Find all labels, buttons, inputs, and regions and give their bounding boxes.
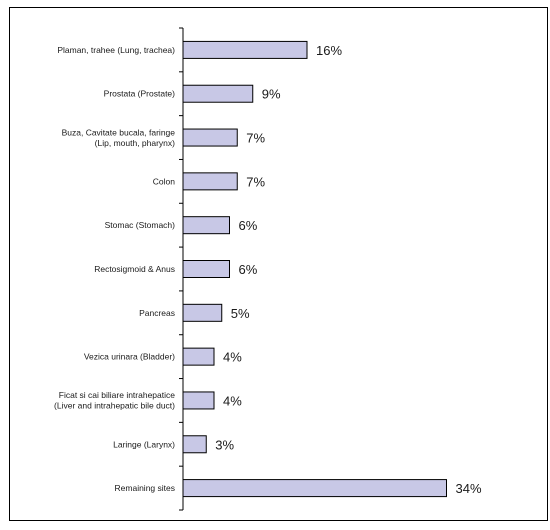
category-label: Rectosigmoid & Anus [94,264,175,274]
values-layer: 16% 9% 7% 7% 6% 6% 5% 4% 4% 3% 34% [215,43,482,496]
bar-value-label: 16% [316,43,342,58]
category-label: Pancreas [139,308,175,318]
bar [182,260,230,278]
bar-value-label: 4% [223,393,242,408]
category-label: Prostata (Prostate) [104,89,176,99]
chart-frame: Plaman, trahee (Lung, trachea) Prostata (… [9,7,548,521]
bars-layer [182,40,447,498]
bar [182,347,215,366]
bar-value-label: 3% [215,437,234,452]
bar [182,128,238,147]
ticks-layer [179,27,183,511]
category-label: Laringe (Larynx) [113,439,175,449]
bar-chart: Plaman, trahee (Lung, trachea) Prostata (… [54,27,482,511]
bar-value-label: 4% [223,350,242,365]
bar [182,479,447,498]
bar-value-label: 7% [246,174,265,189]
bar [182,391,215,410]
category-label: Ficat si cai biliare intrahepatice (Liver… [54,390,175,411]
bar-value-label: 7% [246,131,265,146]
bar-value-label: 9% [262,87,281,102]
bar [182,435,207,454]
bar [182,303,223,322]
category-label: Colon [153,176,175,186]
bar [182,172,238,191]
labels-layer: Plaman, trahee (Lung, trachea) Prostata (… [54,45,175,493]
bar [182,40,308,59]
bar-value-label: 6% [239,218,258,233]
bar-value-label: 5% [231,306,250,321]
category-label: Remaining sites [115,483,175,493]
category-label: Buza, Cavitate bucala, faringe (Lip, mout… [62,127,176,148]
bar [182,216,230,235]
bar [182,84,254,103]
category-label: Vezica urinara (Bladder) [84,352,175,362]
bar-value-label: 6% [239,262,258,277]
bar-value-label: 34% [456,481,482,496]
category-label: Stomac (Stomach) [105,220,176,230]
category-label: Plaman, trahee (Lung, trachea) [57,45,175,55]
